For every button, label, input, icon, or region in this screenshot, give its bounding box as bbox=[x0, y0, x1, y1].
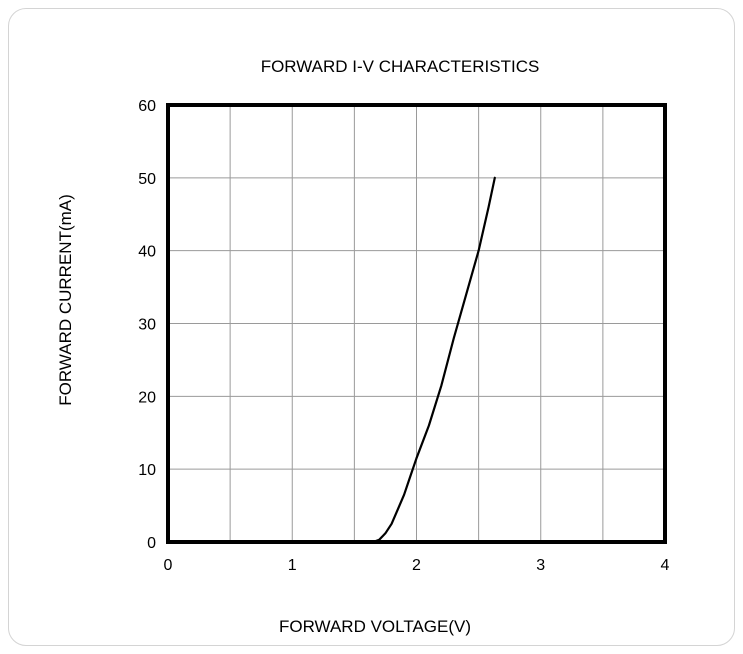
y-tick-label: 30 bbox=[138, 317, 156, 334]
series-line bbox=[371, 176, 496, 544]
x-tick-label: 4 bbox=[661, 557, 670, 574]
chart-title: FORWARD I-V CHARACTERISTICS bbox=[261, 57, 540, 76]
chart-card bbox=[8, 8, 735, 646]
plot-frame bbox=[166, 103, 667, 544]
x-tick-label: 2 bbox=[412, 557, 421, 574]
grid bbox=[168, 105, 665, 542]
y-tick-label: 40 bbox=[138, 244, 156, 261]
y-tick-label: 0 bbox=[147, 535, 156, 552]
x-tick-label: 1 bbox=[288, 557, 297, 574]
y-tick-label: 60 bbox=[138, 98, 156, 115]
x-axis-label: FORWARD VOLTAGE(V) bbox=[279, 617, 471, 636]
y-tick-label: 50 bbox=[138, 171, 156, 188]
y-tick-label: 10 bbox=[138, 462, 156, 479]
y-tick-labels: 0 10 20 30 40 50 60 bbox=[138, 98, 156, 552]
x-tick-label: 3 bbox=[536, 557, 545, 574]
y-tick-label: 20 bbox=[138, 389, 156, 406]
y-axis-label: FORWARD CURRENT(mA) bbox=[56, 194, 75, 406]
x-tick-labels: 0 1 2 3 4 bbox=[164, 557, 670, 574]
x-tick-label: 0 bbox=[164, 557, 173, 574]
